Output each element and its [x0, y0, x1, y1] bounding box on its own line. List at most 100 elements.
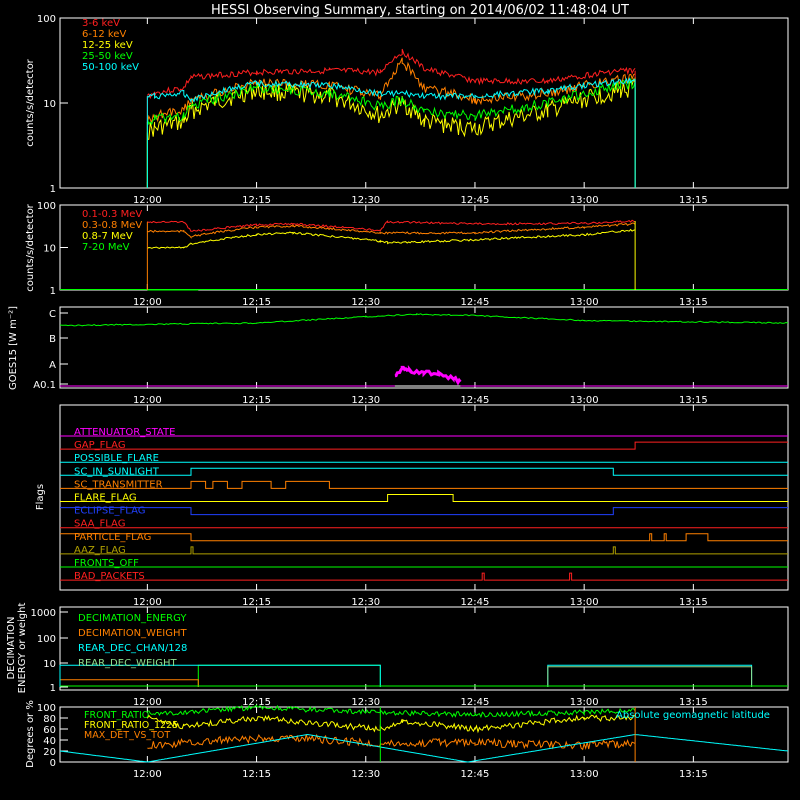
panel-4-series-2-block-0 [59, 664, 381, 687]
panel-3-flag-label-11: BAD_PACKETS [74, 571, 145, 582]
panel-4-ytick-label-3: 1000 [31, 608, 56, 619]
panel-0-series-3 [146, 77, 636, 126]
panel-4-legend-0: DECIMATION_ENERGY [78, 613, 187, 624]
panel-3-tick-label-3: 12:45 [461, 597, 490, 608]
panel-3-tick-label-2: 12:30 [351, 597, 380, 608]
panel-0-tick-label-3: 12:45 [461, 195, 490, 206]
panel-4-ylabel: ENERGY or weight [17, 603, 28, 694]
panel-1-tick-label-0: 12:00 [133, 297, 162, 308]
panel-1-ytick-label-1: 10 [43, 244, 56, 255]
panel-2-tick-label-4: 13:00 [570, 395, 599, 406]
panel-0-frame [59, 17, 789, 189]
panel-4-tick-label-5: 13:15 [679, 697, 708, 708]
panel-3-flag-line-9 [60, 546, 788, 555]
panel-2-ylabel: GOES15 [W m⁻²] [8, 306, 19, 390]
panel-5-ytick-label-5: 100 [37, 703, 56, 714]
panel-4-legend-2: REAR_DEC_CHAN/128 [78, 643, 187, 654]
panel-5-frame [59, 706, 789, 763]
panel-5-series-0 [147, 704, 636, 719]
panel-5-series-2 [147, 733, 636, 751]
panel-1-tick-label-4: 13:00 [570, 297, 599, 308]
panel-3-frame [59, 404, 789, 591]
panel-0-series-4 [147, 77, 636, 104]
panel-5-series-3 [59, 733, 789, 763]
panel-5-tick-label-4: 13:00 [570, 769, 599, 780]
panel-4-ytick-label-2: 100 [37, 634, 56, 645]
panel-5-ytick-label-4: 80 [43, 714, 56, 725]
panel-2-ytick-label-0: A0.1 [33, 380, 56, 391]
panel-3-flag-label-6: ECLIPSE_FLAG [74, 506, 145, 517]
panel-3-flag-label-0: ATTENUATOR_STATE [74, 427, 175, 438]
panel-0-tick-label-0: 12:00 [133, 195, 162, 206]
panel-2-tick-label-1: 12:15 [242, 395, 271, 406]
panel-1-legend-3: 7-20 MeV [82, 242, 130, 253]
panel-3-flag-label-2: POSSIBLE_FLARE [74, 453, 159, 464]
panel-0-ytick-label-0: 1 [50, 184, 56, 195]
panel-4-frame [59, 606, 789, 691]
panel-1-series-2 [147, 228, 636, 249]
panel-4-tick-label-3: 12:45 [461, 697, 490, 708]
panel-0-series-1 [146, 57, 636, 124]
panel-4-ytick-label-1: 10 [43, 659, 56, 670]
panel-2-series-1 [394, 365, 462, 386]
panel-4-tick-label-1: 12:15 [242, 697, 271, 708]
panel-3-flag-label-1: GAP_FLAG [74, 440, 126, 451]
panel-3-ylabel: Flags [35, 484, 46, 510]
panel-0-tick-label-1: 12:15 [242, 195, 271, 206]
panel-3-flag-label-8: PARTICLE_FLAG [74, 532, 151, 543]
panel-5-tick-label-0: 12:00 [133, 769, 162, 780]
panel-2-ytick-label-1: A [49, 360, 56, 371]
panel-4-tick-label-4: 13:00 [570, 697, 599, 708]
panel-0-legend-0: 3-6 keV [82, 18, 120, 29]
panel-2-tick-label-2: 12:30 [351, 395, 380, 406]
panel-4-series-2-block-2 [547, 664, 753, 687]
panel-1-series-0 [147, 219, 636, 233]
panel-4-tick-label-0: 12:00 [133, 697, 162, 708]
panel-5-ytick-label-1: 20 [43, 747, 56, 758]
panel-4-tick-label-2: 12:30 [351, 697, 380, 708]
panel-4-ytick-label-0: 1 [50, 683, 56, 694]
panel-1-tick-label-1: 12:15 [242, 297, 271, 308]
panel-5-tick-label-5: 13:15 [679, 769, 708, 780]
panel-5-ytick-label-3: 60 [43, 725, 56, 736]
panel-0-legend-2: 12-25 keV [82, 40, 133, 51]
panel-0-legend-4: 50-100 keV [82, 62, 139, 73]
panel-3-tick-label-1: 12:15 [242, 597, 271, 608]
plot-title: HESSI Observing Summary, starting on 201… [211, 3, 629, 18]
panel-3-flag-label-3: SC_IN_SUNLIGHT [74, 466, 160, 477]
panel-5-ylabel: Degrees or % [25, 700, 36, 768]
panel-1-tick-label-2: 12:30 [351, 297, 380, 308]
panel-4-ylabel: DECIMATION [6, 616, 17, 679]
panel-2-series-0 [59, 313, 789, 327]
panel-4-legend-1: DECIMATION_WEIGHT [78, 628, 187, 639]
panel-3-flag-line-6 [60, 507, 788, 516]
panel-3-flag-label-5: FLARE_FLAG [74, 493, 137, 504]
panel-5-legend-2: MAX_DET_VS_TOT [84, 730, 170, 741]
panel-1-ytick-label-2: 100 [37, 201, 56, 212]
panel-4-legend-3: REAR_DEC_WEIGHT [78, 658, 177, 669]
panel-3-flag-label-10: FRONTS_OFF [74, 558, 139, 569]
panel-5-tick-label-1: 12:15 [242, 769, 271, 780]
panel-3-flag-label-7: SAA_FLAG [74, 519, 125, 530]
panel-0-ylabel: counts/s/detector [25, 58, 36, 146]
panel-1-ylabel: counts/s/detector [25, 203, 36, 291]
panel-1-legend-1: 0.3-0.8 MeV [82, 220, 142, 231]
panel-5-tick-label-3: 12:45 [461, 769, 490, 780]
panel-3-flag-line-1 [60, 441, 788, 450]
panel-0-tick-label-4: 13:00 [570, 195, 599, 206]
panel-3-tick-label-4: 13:00 [570, 597, 599, 608]
panel-5-legend-0: FRONT_RATIO [84, 710, 149, 721]
panel-2-frame [59, 306, 789, 389]
panel-3-flag-line-5 [60, 494, 788, 502]
panel-1-legend-0: 0.1-0.3 MeV [82, 209, 142, 220]
panel-1-legend-2: 0.8-7 MeV [82, 231, 133, 242]
panel-3-flag-line-11 [60, 572, 788, 581]
panel-5-series-1 [146, 714, 636, 734]
panel-5-legend-3: Absolute geomagnetic latitude [616, 710, 770, 721]
panel-2-tick-label-5: 13:15 [679, 395, 708, 406]
panel-5-ytick-label-2: 40 [43, 736, 56, 747]
panel-1-tick-label-5: 13:15 [679, 297, 708, 308]
panel-3-flag-label-4: SC_TRANSMITTER [74, 479, 163, 490]
panel-5-tick-label-2: 12:30 [351, 769, 380, 780]
